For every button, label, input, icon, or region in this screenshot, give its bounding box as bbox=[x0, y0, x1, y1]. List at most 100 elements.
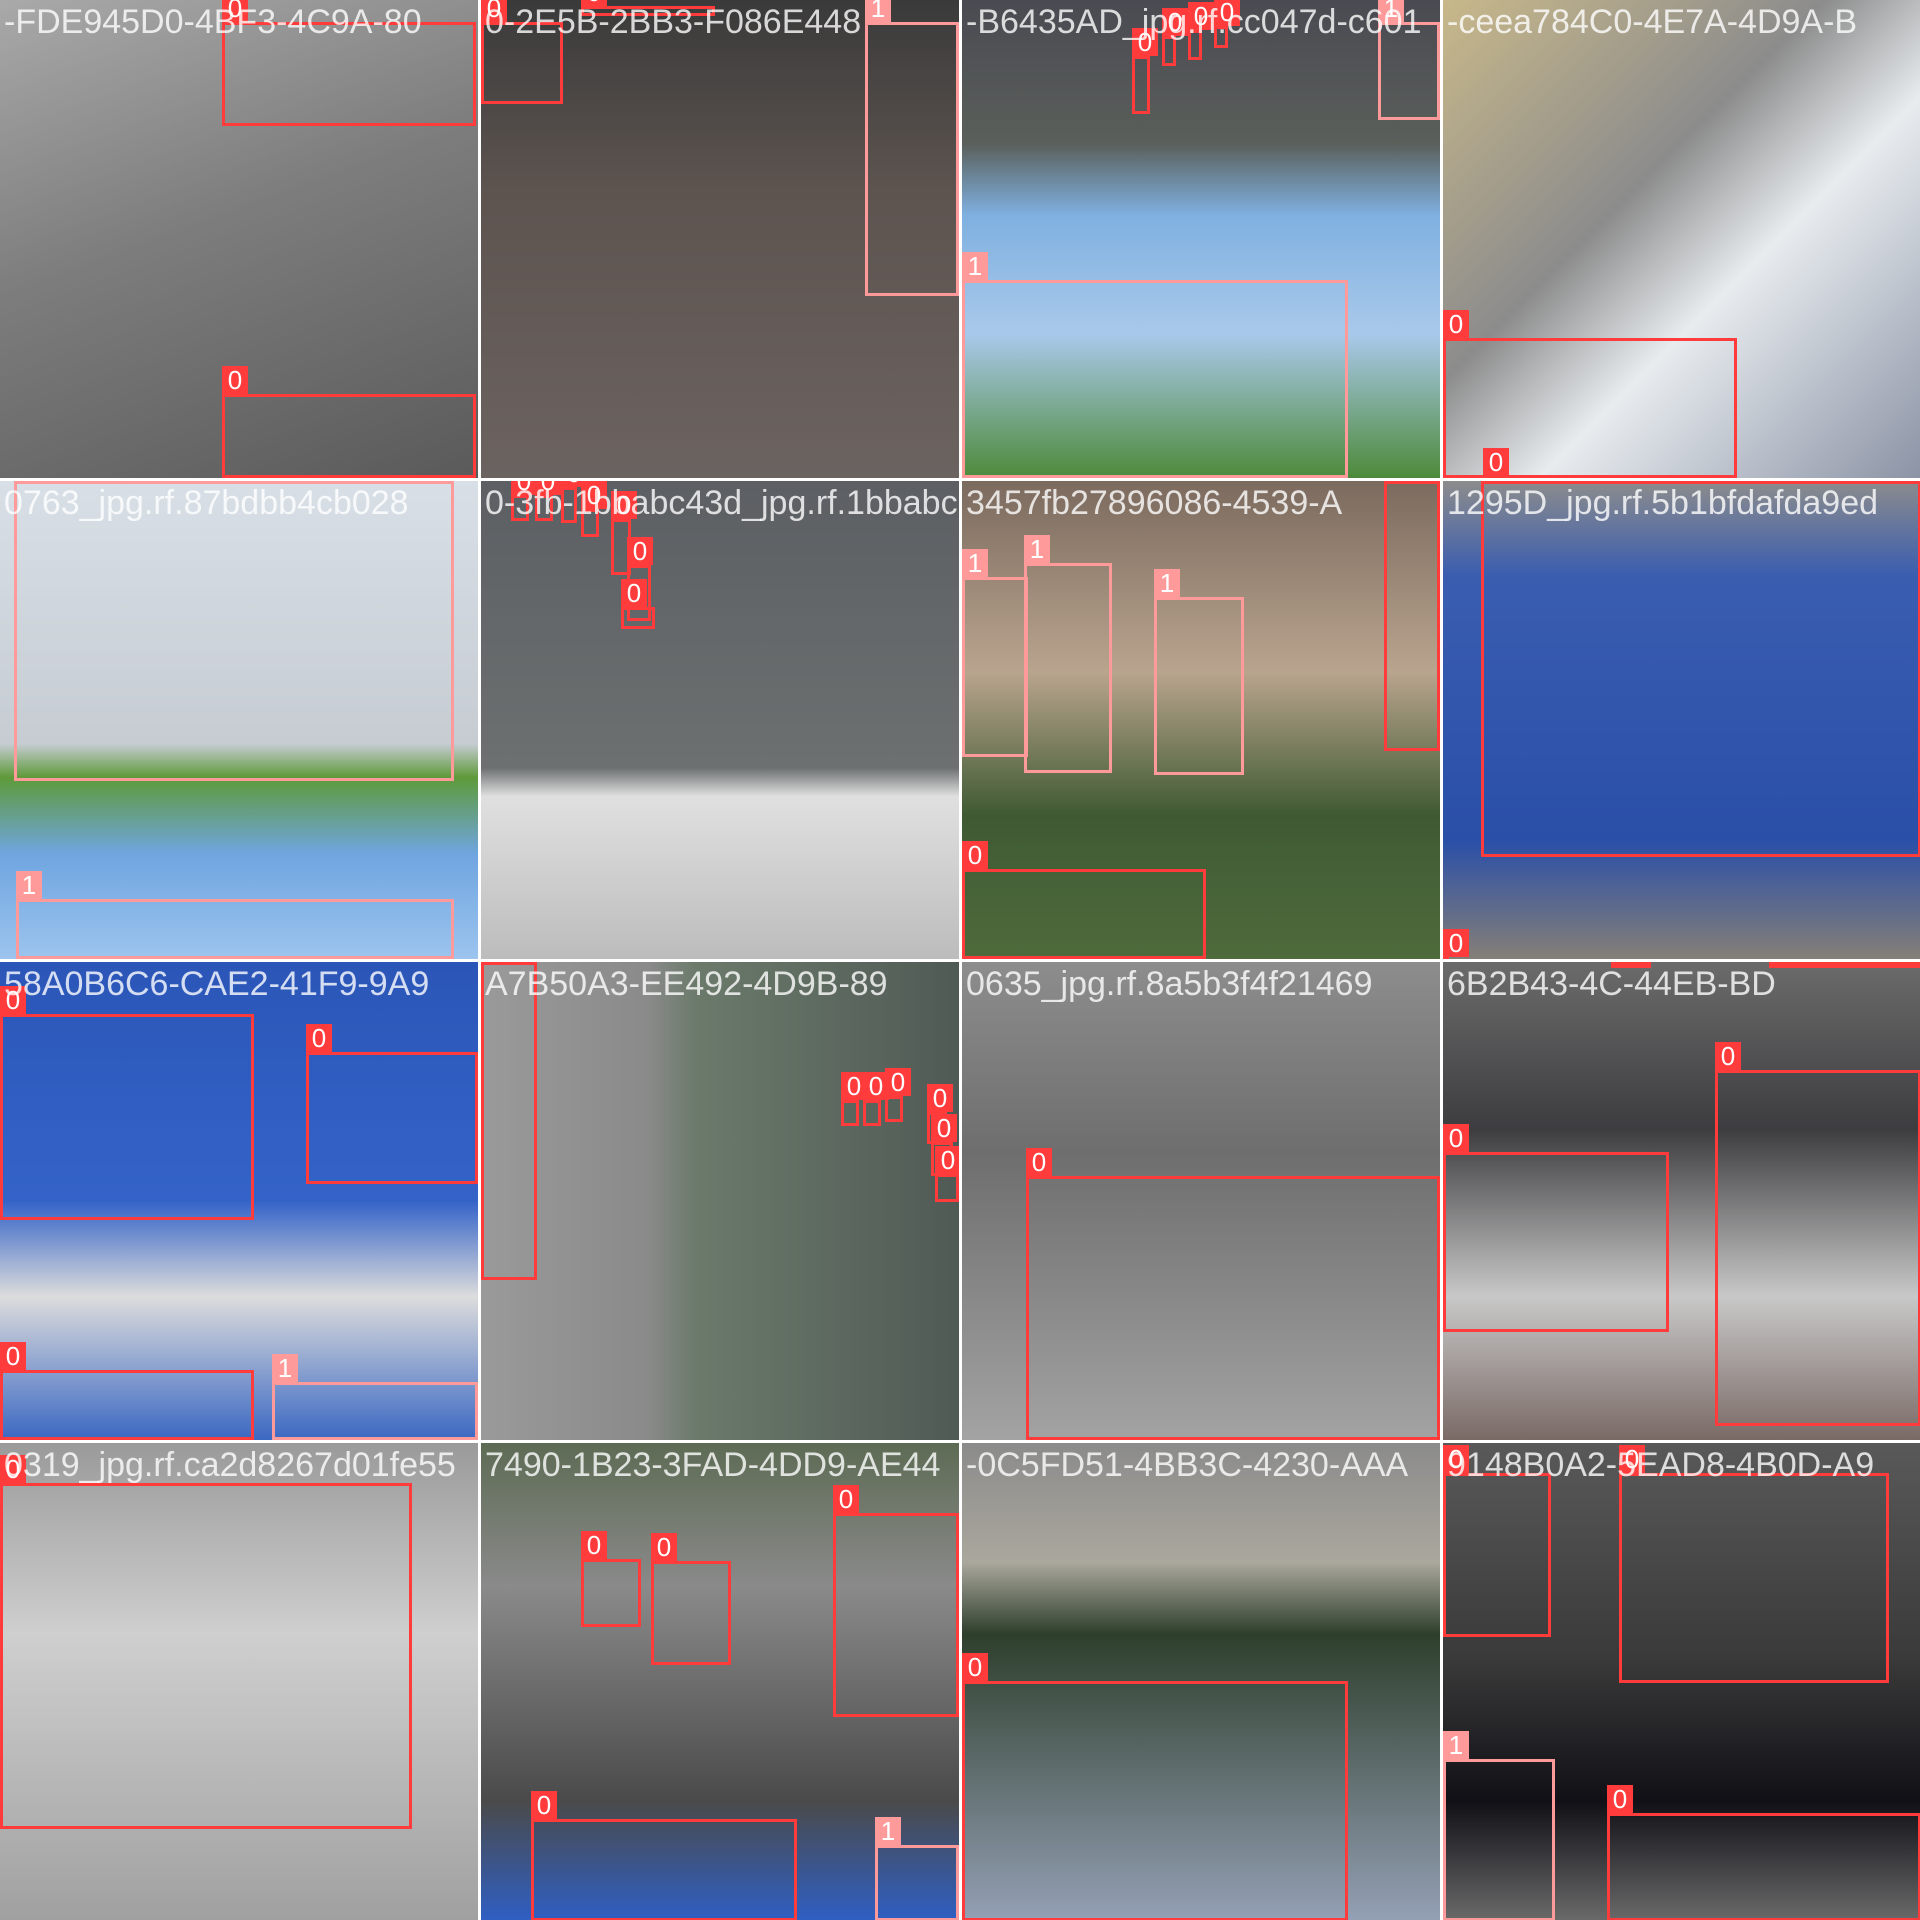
class-label: 0 bbox=[841, 1072, 867, 1100]
tile-filename: 0319_jpg.rf.ca2d8267d01fe55 bbox=[4, 1446, 456, 1484]
class-label: 1 bbox=[272, 1354, 298, 1382]
class-label: 0 bbox=[931, 1114, 957, 1142]
class-label: 0 bbox=[1607, 1785, 1633, 1813]
tile-filename: 0635_jpg.rf.8a5b3f4f21469 bbox=[966, 965, 1373, 1003]
bounding-box: 1 bbox=[1378, 0, 1440, 120]
class-label: 0 bbox=[222, 366, 248, 394]
class-label: 0 bbox=[1214, 0, 1240, 26]
mosaic-tile: 1295D_jpg.rf.5b1bfdafda9ed 0 0 bbox=[1443, 481, 1920, 959]
class-label: 0 bbox=[0, 1342, 26, 1370]
class-label: 0 bbox=[863, 1072, 889, 1100]
class-label: 0 bbox=[927, 1084, 953, 1112]
bounding-box: 0 bbox=[1384, 481, 1440, 751]
class-label: 0 bbox=[885, 1068, 911, 1096]
bounding-box: 0 bbox=[481, 0, 563, 104]
class-label: 0 bbox=[535, 481, 561, 495]
bounding-box: 1 bbox=[1024, 535, 1112, 773]
tile-filename: 9148B0A2-5EAD8-4B0D-A9 bbox=[1447, 1446, 1875, 1484]
bounding-box: 1 bbox=[865, 0, 959, 296]
class-label: 1 bbox=[875, 1817, 901, 1845]
bounding-box: 0 bbox=[1162, 8, 1188, 66]
bounding-box: 0 bbox=[885, 1068, 911, 1122]
class-label: 1 bbox=[962, 252, 988, 280]
bounding-box: 0 bbox=[1769, 962, 1920, 968]
bounding-box: 0 bbox=[1443, 310, 1737, 478]
class-label: 1 bbox=[1443, 1731, 1469, 1759]
class-label: 1 bbox=[16, 871, 42, 899]
class-label: 0 bbox=[581, 481, 607, 509]
class-label: 0 bbox=[306, 1024, 332, 1052]
class-label: 0 bbox=[1026, 1148, 1052, 1176]
tile-filename: -ceea784C0-4E7A-4D9A-B bbox=[1447, 3, 1858, 41]
bounding-box: 0 bbox=[1214, 0, 1240, 48]
mosaic-tile: 58A0B6C6-CAE2-41F9-9A9 0 0 0 1 bbox=[0, 962, 478, 1440]
bounding-box: 1 bbox=[16, 871, 454, 959]
class-label: 0 bbox=[1619, 1445, 1645, 1473]
class-label: 0 bbox=[621, 579, 647, 607]
bounding-box: 0 bbox=[1132, 28, 1158, 114]
tile-filename: 0-2E5B-2BB3-F086E448 bbox=[485, 3, 862, 41]
mosaic-tile: -B6435AD_jpg.rf.cc047d-c601 1 1 0 0 0 0 bbox=[962, 0, 1440, 478]
tile-filename: 1295D_jpg.rf.5b1bfdafda9ed bbox=[1447, 484, 1879, 522]
bounding-box: 0 bbox=[222, 366, 476, 478]
class-label: 0 bbox=[1443, 1124, 1469, 1152]
class-label: 0 bbox=[1162, 8, 1188, 36]
tile-filename: 3457fb27896086-4539-A bbox=[966, 484, 1343, 522]
tile-filename: -FDE945D0-4BF3-4C9A-80 bbox=[4, 3, 422, 41]
tile-filename: 0-3fb-1bbabc43d_jpg.rf.1bbabc bbox=[485, 484, 958, 522]
bounding-box: 0 bbox=[1443, 929, 1469, 959]
bounding-box: 0 bbox=[962, 1653, 1348, 1920]
bounding-box: 0 bbox=[306, 1024, 478, 1184]
bounding-box: 0 bbox=[935, 1146, 959, 1202]
bounding-box: 0 bbox=[222, 0, 476, 126]
class-label: 0 bbox=[1443, 1445, 1469, 1473]
bounding-box: 0 bbox=[1026, 1148, 1440, 1440]
mosaic-tile: 0-3fb-1bbabc43d_jpg.rf.1bbabc 0 0 0 0 0 … bbox=[481, 481, 959, 959]
mosaic-tile: 0319_jpg.rf.ca2d8267d01fe55 0 bbox=[0, 1443, 478, 1920]
tile-filename: 0763_jpg.rf.87bdbb4cb028 bbox=[4, 484, 409, 522]
class-label: 0 bbox=[531, 1791, 557, 1819]
mosaic-tile: -FDE945D0-4BF3-4C9A-80 0 0 bbox=[0, 0, 478, 478]
mosaic-tile: 3457fb27896086-4539-A 1 1 1 0 0 bbox=[962, 481, 1440, 959]
class-label: 0 bbox=[561, 481, 587, 487]
bounding-box: 0 bbox=[511, 481, 537, 521]
bounding-box: 0 bbox=[0, 1342, 254, 1440]
bounding-box: 0 bbox=[581, 1531, 641, 1627]
bounding-box: 0 bbox=[581, 0, 715, 16]
class-label: 0 bbox=[651, 1533, 677, 1561]
bounding-box: 1 bbox=[272, 1354, 478, 1440]
bounding-box: 0 bbox=[1443, 1445, 1551, 1637]
bounding-box: 0 bbox=[1715, 1042, 1920, 1426]
class-label: 0 bbox=[581, 0, 607, 6]
class-label: 0 bbox=[627, 537, 653, 565]
class-label: 1 bbox=[1378, 0, 1404, 22]
class-label: 1 bbox=[865, 0, 891, 22]
class-label: 0 bbox=[1443, 310, 1469, 338]
bounding-box: 0 bbox=[651, 1533, 731, 1665]
class-label: 1 bbox=[1024, 535, 1050, 563]
mosaic-tile: 0635_jpg.rf.8a5b3f4f21469 0 bbox=[962, 962, 1440, 1440]
mosaic-tile: -ceea784C0-4E7A-4D9A-B 0 0 bbox=[1443, 0, 1920, 478]
bounding-box: 0 bbox=[0, 986, 254, 1220]
tile-filename: -B6435AD_jpg.rf.cc047d-c601 bbox=[966, 3, 1422, 41]
mosaic-tile: -0C5FD51-4BB3C-4230-AAA 0 bbox=[962, 1443, 1440, 1920]
bounding-box: 0 bbox=[581, 481, 607, 537]
class-label: 0 bbox=[0, 986, 26, 1014]
class-label: 0 bbox=[611, 491, 637, 519]
bounding-box: 1 bbox=[962, 252, 1348, 478]
mosaic-tile: 6B2B43-4C-44EB-BD 0 0 0 0 bbox=[1443, 962, 1920, 1440]
bounding-box: 0 bbox=[1611, 962, 1651, 968]
class-label: 0 bbox=[481, 0, 507, 22]
bounding-box: 1 bbox=[1154, 569, 1244, 775]
bounding-box: 0 bbox=[1443, 1124, 1669, 1332]
class-label: 0 bbox=[0, 1455, 26, 1483]
bounding-box: 0 bbox=[1607, 1785, 1920, 1920]
bounding-box: 0 bbox=[0, 1455, 412, 1829]
mosaic-tile: 9148B0A2-5EAD8-4B0D-A9 0 0 1 0 bbox=[1443, 1443, 1920, 1920]
class-label: 0 bbox=[1132, 28, 1158, 56]
class-label: 0 bbox=[222, 0, 248, 22]
bounding-box: 0 bbox=[611, 491, 637, 575]
tile-filename: -0C5FD51-4BB3C-4230-AAA bbox=[966, 1446, 1409, 1484]
tile-filename: 7490-1B23-3FAD-4DD9-AE44 bbox=[485, 1446, 941, 1484]
